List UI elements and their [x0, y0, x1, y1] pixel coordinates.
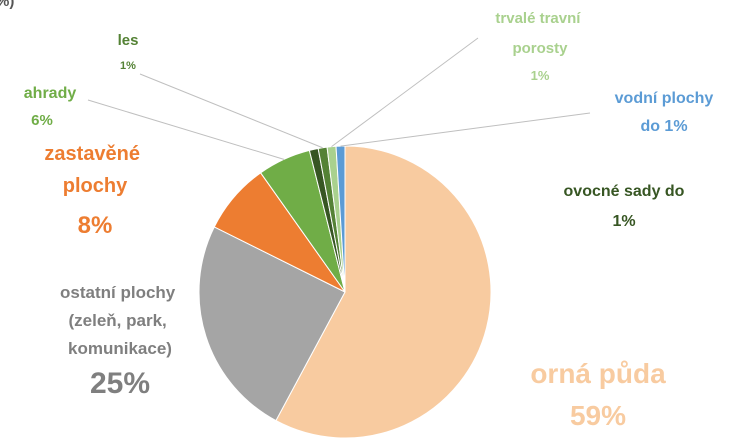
value-label: 8% — [78, 212, 113, 239]
slice-label: orná půda — [530, 358, 666, 389]
value-label: 25% — [90, 367, 150, 400]
value-label: 6% — [31, 112, 53, 129]
leader-line — [331, 37, 479, 148]
value-label: 1% — [120, 60, 136, 72]
slice-label: ahrady — [24, 85, 77, 102]
slice-label: vodní plochy — [615, 90, 714, 107]
label-line: plochy — [63, 175, 128, 197]
label-line: (zeleň, park, — [69, 311, 172, 330]
value-label: 59% — [570, 400, 626, 431]
slice-label: ostatní plochy (zeleň, park, komunikace) — [60, 283, 180, 358]
pie-slice — [275, 145, 492, 439]
slice-label: ovocné sady do — [564, 183, 685, 200]
slice-label: zastavěné plochy — [44, 143, 145, 197]
label-line: porosty — [512, 40, 568, 57]
label-line: trvalé travní — [495, 10, 584, 27]
slice-label: trvalé travní porosty — [495, 10, 584, 57]
leader-line — [340, 112, 591, 147]
value-label: do 1% — [640, 118, 687, 135]
leader-line — [87, 99, 285, 160]
value-label: 1% — [612, 213, 635, 230]
chart-title: %) — [0, 0, 14, 10]
slice-label: les — [118, 32, 139, 49]
pie-slice — [335, 145, 346, 293]
leader-line — [139, 73, 323, 149]
label-line: zastavěné — [44, 143, 145, 165]
value-label: 1% — [531, 68, 550, 83]
pie-slice — [198, 226, 346, 422]
label-line: ostatní plochy — [60, 283, 180, 302]
label-line: komunikace) — [68, 339, 172, 358]
